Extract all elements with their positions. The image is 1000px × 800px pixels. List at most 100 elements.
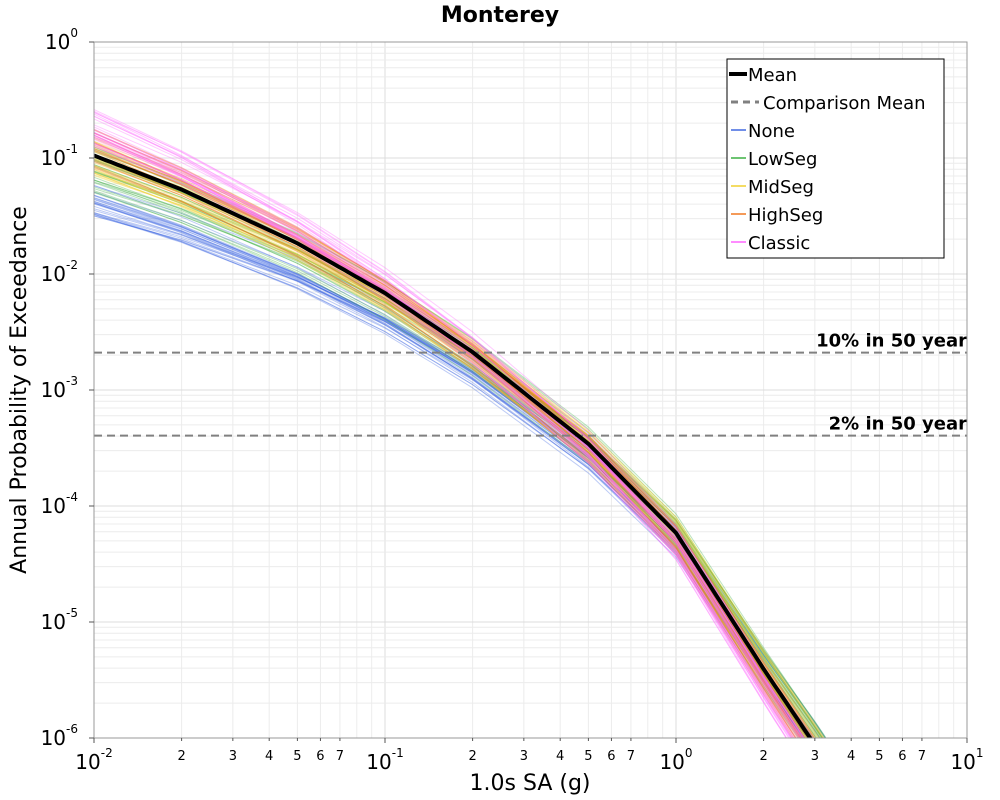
branch-curve — [94, 110, 803, 738]
branch-curve — [94, 147, 817, 738]
x-minor-tick-label: 3 — [229, 749, 237, 764]
branch-curve — [94, 151, 826, 738]
branch-curve — [94, 197, 810, 738]
legend-item-lowseg: LowSeg — [731, 149, 817, 170]
branch-curve — [94, 213, 804, 738]
x-tick-label: 100 — [659, 746, 692, 774]
branch-curve — [94, 199, 808, 738]
branch-curve — [94, 179, 805, 738]
branch-curve — [94, 164, 812, 738]
branch-curve — [94, 208, 821, 738]
branch-curve — [94, 137, 795, 738]
branch-curve — [94, 166, 807, 738]
legend-item-comparison-mean: Comparison Mean — [731, 93, 926, 114]
legend-box — [726, 58, 945, 259]
branch-curve — [94, 164, 811, 738]
branch-curve — [94, 155, 793, 738]
x-minor-tick-label: 5 — [584, 749, 592, 764]
branch-curve — [94, 158, 819, 738]
legend-item-midseg: MidSeg — [731, 177, 814, 198]
branch-curve — [94, 169, 800, 738]
branch-curve — [94, 154, 825, 738]
mean-layer — [94, 153, 813, 738]
mean-curve — [94, 153, 813, 738]
branch-curve — [94, 172, 824, 738]
x-minor-tick-label: 4 — [556, 749, 564, 764]
branch-curve — [94, 179, 821, 738]
y-axis-ticks: 100 10-1 10-2 10-3 10-4 10-5 10-6 — [41, 26, 94, 750]
branch-curve — [94, 150, 815, 738]
branch-curve — [94, 164, 813, 738]
branch-curve — [94, 146, 816, 738]
branch-curve — [94, 201, 805, 738]
legend-label: None — [748, 121, 795, 142]
branch-curve — [94, 144, 792, 738]
branch-curve — [94, 134, 795, 738]
x-minor-tick-label: 6 — [607, 749, 615, 764]
reference-line-label: 2% in 50 year — [829, 414, 967, 435]
x-minor-tick-label: 3 — [811, 749, 819, 764]
branch-curve — [94, 170, 824, 738]
legend-item-classic: Classic — [731, 233, 810, 254]
branch-curve — [94, 132, 787, 738]
branch-curve — [94, 140, 818, 738]
branch-curve — [94, 148, 803, 738]
branch-curve — [94, 175, 820, 738]
branch-curve — [94, 142, 812, 738]
branch-curve — [94, 182, 810, 738]
legend-item-mean: Mean — [729, 65, 797, 86]
branch-curve — [94, 176, 809, 738]
branch-curve — [94, 149, 816, 738]
x-minor-tick-label: 2 — [177, 749, 185, 764]
x-tick-label: 101 — [950, 746, 983, 774]
y-tick-label: 10-5 — [41, 606, 78, 634]
branch-curve — [94, 111, 790, 738]
branch-curve — [94, 181, 822, 738]
branch-curve — [94, 118, 799, 738]
x-minor-tick-label: 2 — [468, 749, 476, 764]
y-tick-label: 10-6 — [41, 722, 78, 750]
legend-label: MidSeg — [748, 177, 814, 198]
branch-curve — [94, 132, 811, 738]
branch-curve — [94, 154, 822, 738]
x-tick-label: 10-2 — [75, 746, 112, 774]
branch-curve — [94, 134, 792, 738]
x-minor-tick-label: 3 — [520, 749, 528, 764]
reference-lines: 10% in 50 year 2% in 50 year — [94, 331, 967, 437]
y-tick-label: 10-2 — [41, 258, 78, 286]
branch-curve — [94, 186, 821, 738]
branch-curve — [94, 188, 827, 738]
branch-curve — [94, 172, 801, 738]
branch-curve — [94, 191, 817, 738]
branch-curve — [94, 214, 805, 738]
branch-curve — [94, 131, 799, 738]
branch-curve — [94, 194, 803, 738]
legend-item-highseg: HighSeg — [731, 205, 823, 226]
branch-curve — [94, 184, 804, 738]
branch-curve — [94, 185, 826, 738]
branch-curve — [94, 192, 809, 738]
legend-label: HighSeg — [748, 205, 823, 226]
branch-curve — [94, 172, 799, 738]
branch-curve — [94, 212, 821, 738]
branch-curve — [94, 200, 805, 738]
branch-curve — [94, 161, 808, 738]
branch-curve — [94, 115, 797, 738]
hazard-curves — [94, 109, 827, 738]
branch-curve — [94, 205, 808, 738]
branch-curve — [94, 170, 824, 738]
branch-curve — [94, 166, 801, 738]
reference-line-label: 10% in 50 year — [816, 331, 967, 352]
branch-curve — [94, 170, 811, 738]
branch-curve — [94, 131, 792, 738]
branch-curve — [94, 147, 823, 738]
branch-curve — [94, 134, 787, 738]
branch-curve — [94, 174, 816, 738]
legend-item-none: None — [731, 121, 795, 142]
x-minor-tick-label: 5 — [293, 749, 301, 764]
branch-curve — [94, 129, 805, 738]
y-tick-label: 100 — [45, 26, 78, 54]
branch-curve — [94, 141, 797, 738]
branch-curve — [94, 194, 806, 738]
